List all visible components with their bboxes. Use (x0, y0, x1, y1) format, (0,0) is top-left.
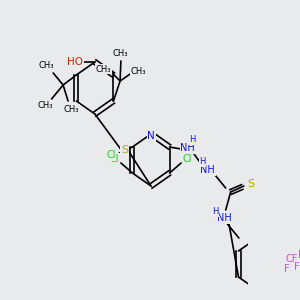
Text: CH₃: CH₃ (39, 61, 54, 70)
Text: NH: NH (217, 213, 231, 223)
Text: H: H (189, 136, 195, 145)
Text: F: F (294, 262, 300, 272)
Text: NH: NH (180, 143, 195, 153)
Text: F: F (298, 250, 300, 260)
Text: H: H (213, 208, 219, 217)
Text: NH: NH (200, 165, 215, 175)
Text: CH₃: CH₃ (96, 64, 111, 74)
Text: N: N (147, 131, 155, 141)
Text: CH₃: CH₃ (64, 104, 79, 113)
Text: H: H (200, 158, 206, 166)
Text: Cl: Cl (106, 150, 116, 160)
Text: S: S (247, 179, 254, 189)
Text: Cl: Cl (110, 154, 119, 164)
Text: CH₃: CH₃ (112, 49, 128, 58)
Text: HO: HO (67, 57, 83, 67)
Text: CH₃: CH₃ (37, 100, 53, 109)
Text: S: S (121, 145, 128, 155)
Text: CF₃: CF₃ (286, 254, 300, 264)
Text: CH₃: CH₃ (130, 67, 146, 76)
Text: Cl: Cl (183, 154, 193, 164)
Text: F: F (284, 264, 290, 274)
